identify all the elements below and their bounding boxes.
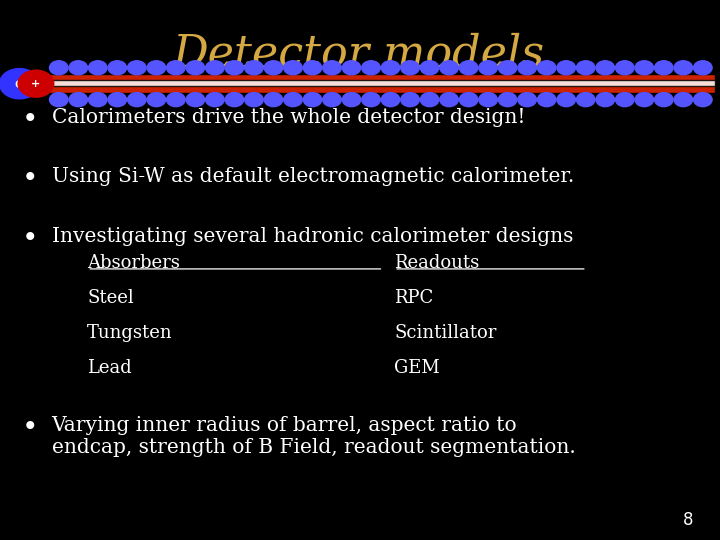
Text: Calorimeters drive the whole detector design!: Calorimeters drive the whole detector de…: [52, 108, 525, 127]
Circle shape: [361, 93, 380, 107]
Circle shape: [69, 60, 88, 75]
Text: Absorbers: Absorbers: [87, 254, 180, 272]
Circle shape: [577, 60, 595, 75]
Circle shape: [557, 93, 575, 107]
Circle shape: [479, 93, 498, 107]
Circle shape: [674, 93, 693, 107]
Circle shape: [166, 60, 185, 75]
Circle shape: [89, 93, 107, 107]
Circle shape: [323, 60, 341, 75]
Circle shape: [616, 93, 634, 107]
Circle shape: [498, 60, 517, 75]
Circle shape: [69, 93, 88, 107]
Text: Tungsten: Tungsten: [87, 324, 173, 342]
Circle shape: [616, 60, 634, 75]
Circle shape: [264, 93, 283, 107]
Text: Scintillator: Scintillator: [394, 324, 497, 342]
Circle shape: [361, 60, 380, 75]
Circle shape: [420, 60, 439, 75]
Circle shape: [654, 93, 673, 107]
Circle shape: [596, 93, 614, 107]
Circle shape: [459, 60, 478, 75]
Text: •: •: [23, 108, 37, 131]
Circle shape: [303, 60, 322, 75]
Circle shape: [264, 60, 283, 75]
Circle shape: [108, 93, 127, 107]
Circle shape: [18, 70, 54, 97]
Circle shape: [654, 60, 673, 75]
Circle shape: [342, 93, 361, 107]
Circle shape: [127, 60, 146, 75]
Circle shape: [0, 69, 40, 99]
Text: GEM: GEM: [394, 359, 440, 377]
Circle shape: [206, 93, 224, 107]
Circle shape: [284, 60, 302, 75]
Circle shape: [323, 93, 341, 107]
Circle shape: [440, 60, 459, 75]
Text: •: •: [23, 416, 37, 439]
Circle shape: [50, 93, 68, 107]
Circle shape: [518, 93, 536, 107]
FancyBboxPatch shape: [1, 74, 715, 93]
Circle shape: [498, 93, 517, 107]
Circle shape: [166, 93, 185, 107]
Text: +: +: [31, 79, 40, 89]
Circle shape: [401, 93, 419, 107]
Circle shape: [459, 93, 478, 107]
Circle shape: [674, 60, 693, 75]
Text: Readouts: Readouts: [394, 254, 480, 272]
Circle shape: [382, 93, 400, 107]
Circle shape: [147, 60, 166, 75]
Circle shape: [635, 60, 654, 75]
Text: Using Si-W as default electromagnetic calorimeter.: Using Si-W as default electromagnetic ca…: [52, 167, 574, 186]
Circle shape: [518, 60, 536, 75]
Circle shape: [206, 60, 224, 75]
Text: RPC: RPC: [394, 289, 433, 307]
Text: Detector models: Detector models: [172, 32, 544, 76]
Circle shape: [284, 93, 302, 107]
Circle shape: [89, 60, 107, 75]
Circle shape: [479, 60, 498, 75]
Circle shape: [382, 60, 400, 75]
Circle shape: [186, 93, 204, 107]
Text: Varying inner radius of barrel, aspect ratio to
endcap, strength of B Field, rea: Varying inner radius of barrel, aspect r…: [52, 416, 575, 457]
Circle shape: [342, 60, 361, 75]
Text: •: •: [23, 227, 37, 250]
Circle shape: [225, 60, 243, 75]
Circle shape: [635, 93, 654, 107]
Circle shape: [693, 93, 712, 107]
Circle shape: [596, 60, 614, 75]
Text: 8: 8: [683, 511, 694, 529]
Text: Investigating several hadronic calorimeter designs: Investigating several hadronic calorimet…: [52, 227, 573, 246]
Circle shape: [693, 60, 712, 75]
Circle shape: [577, 93, 595, 107]
Circle shape: [50, 60, 68, 75]
Circle shape: [440, 93, 459, 107]
Circle shape: [127, 93, 146, 107]
Circle shape: [186, 60, 204, 75]
FancyBboxPatch shape: [1, 80, 715, 86]
Text: •: •: [23, 167, 37, 191]
Circle shape: [245, 60, 264, 75]
Text: e: e: [15, 77, 24, 91]
Circle shape: [225, 93, 243, 107]
Text: Steel: Steel: [87, 289, 134, 307]
Circle shape: [147, 93, 166, 107]
Text: Lead: Lead: [87, 359, 132, 377]
Circle shape: [401, 60, 419, 75]
Circle shape: [303, 93, 322, 107]
Circle shape: [108, 60, 127, 75]
Circle shape: [245, 93, 264, 107]
Circle shape: [537, 93, 556, 107]
Circle shape: [537, 60, 556, 75]
Circle shape: [557, 60, 575, 75]
Circle shape: [420, 93, 439, 107]
